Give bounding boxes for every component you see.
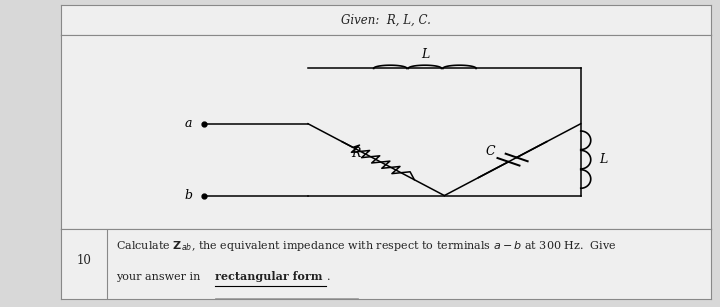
Text: C: C (485, 145, 495, 158)
Text: a: a (185, 117, 192, 130)
Text: b: b (184, 189, 192, 202)
Text: your answer in: your answer in (117, 272, 204, 282)
Text: L: L (599, 153, 607, 166)
Text: rectangular form: rectangular form (215, 271, 323, 282)
Text: R: R (351, 147, 360, 160)
Text: 10: 10 (76, 254, 91, 267)
Text: .: . (327, 272, 330, 282)
Text: Calculate $\mathbf{Z}_{ab}$, the equivalent impedance with respect to terminals : Calculate $\mathbf{Z}_{ab}$, the equival… (117, 239, 617, 253)
Text: L: L (420, 48, 429, 61)
Text: Given:  R, L, C.: Given: R, L, C. (341, 14, 431, 27)
